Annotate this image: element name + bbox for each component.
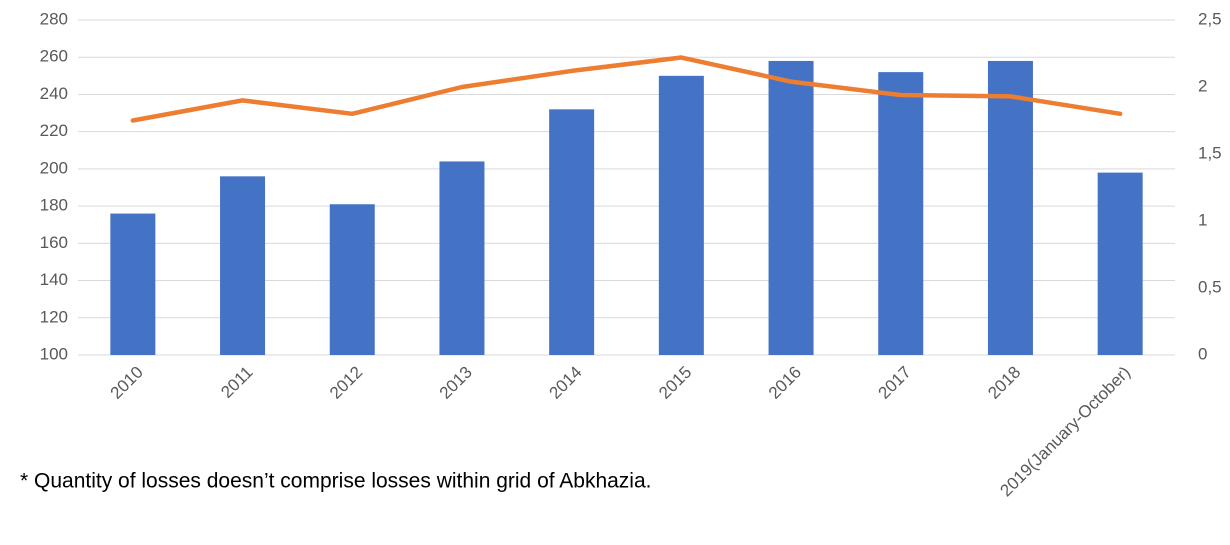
line bbox=[130, 55, 1123, 123]
x-tick-label: 2010 bbox=[107, 363, 147, 403]
y-tick-label: 280 bbox=[40, 9, 68, 28]
y-tick-label: 200 bbox=[40, 158, 68, 177]
x-tick-label: 2015 bbox=[655, 363, 695, 403]
y2-tick-label: 0 bbox=[1198, 344, 1207, 363]
y-tick-label: 220 bbox=[40, 121, 68, 140]
bar bbox=[658, 75, 704, 355]
bar bbox=[439, 161, 485, 355]
y-tick-label: 160 bbox=[40, 233, 68, 252]
bar bbox=[329, 204, 375, 355]
x-tick-label: 2012 bbox=[326, 363, 366, 403]
x-tick-label: 2014 bbox=[545, 363, 585, 403]
y2-tick-label: 0,5 bbox=[1198, 277, 1222, 296]
annotation: * Quantity of losses doesn’t comprise lo… bbox=[20, 470, 651, 493]
bar bbox=[220, 176, 266, 355]
y-tick-label: 120 bbox=[40, 307, 68, 326]
y-tick-label: 240 bbox=[40, 84, 68, 103]
y2-tick-label: 2,5 bbox=[1198, 9, 1222, 28]
x-tick-label: 2016 bbox=[765, 363, 805, 403]
bar bbox=[768, 60, 814, 355]
y-tick-label: 260 bbox=[40, 47, 68, 66]
y2-tick-label: 1,5 bbox=[1198, 143, 1222, 162]
y2-tick-label: 2 bbox=[1198, 76, 1207, 95]
bar bbox=[1097, 172, 1143, 355]
x-tick-label: 2013 bbox=[436, 363, 476, 403]
bar bbox=[110, 213, 156, 355]
x-tick-label: 2017 bbox=[875, 363, 915, 403]
x-tick-label: 2011 bbox=[217, 363, 256, 402]
y-tick-label: 180 bbox=[40, 196, 68, 215]
bar bbox=[878, 72, 924, 355]
y-tick-label: 100 bbox=[40, 344, 68, 363]
x-tick-label: 2018 bbox=[984, 363, 1024, 403]
bar bbox=[987, 60, 1033, 355]
y2-tick-label: 1 bbox=[1198, 210, 1207, 229]
y-tick-label: 140 bbox=[40, 270, 68, 289]
bar bbox=[549, 109, 595, 355]
